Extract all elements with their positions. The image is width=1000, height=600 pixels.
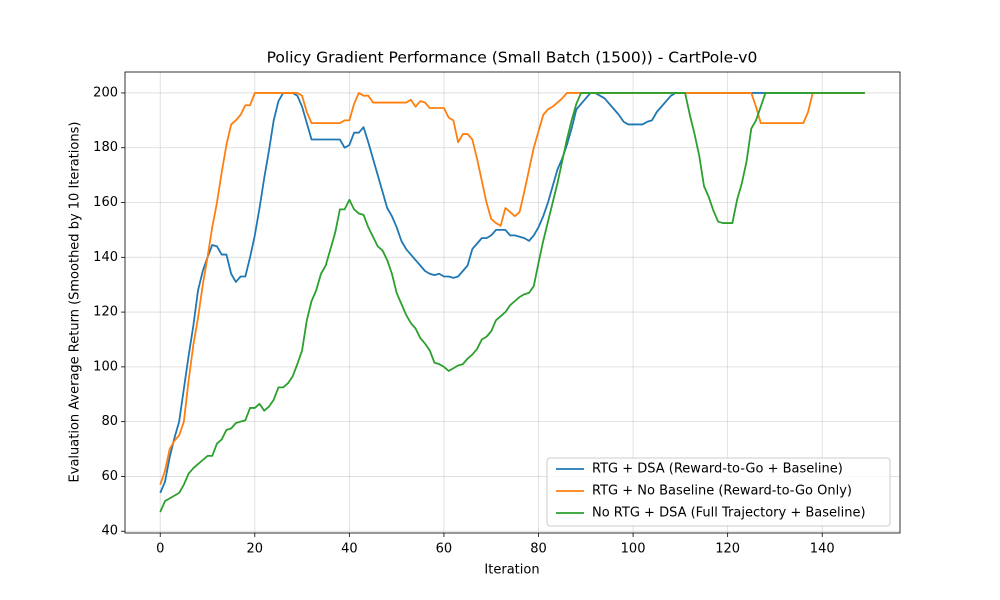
y-tick-label: 140 — [93, 250, 118, 265]
y-tick-label: 100 — [93, 359, 118, 374]
x-tick-label: 60 — [436, 542, 453, 557]
y-tick-label: 40 — [101, 524, 118, 539]
legend-box — [546, 457, 891, 527]
legend-label: No RTG + DSA (Full Trajectory + Baseline… — [592, 506, 866, 521]
plot-area — [159, 92, 865, 513]
y-tick-label: 200 — [93, 85, 118, 100]
series-line — [159, 92, 865, 513]
y-tick-label: 120 — [93, 305, 118, 320]
y-tick-label: 80 — [101, 414, 118, 429]
x-tick-label: 80 — [530, 542, 547, 557]
y-tick-label: 160 — [93, 195, 118, 210]
x-tick-label: 140 — [810, 542, 835, 557]
legend: RTG + DSA (Reward-to-Go + Baseline) RTG +… — [546, 457, 891, 527]
x-tick-label: 100 — [621, 542, 646, 557]
x-tick-label: 0 — [156, 542, 164, 557]
x-tick-label: 20 — [247, 542, 264, 557]
y-axis-label: Evaluation Average Return (Smoothed by 1… — [68, 122, 83, 483]
x-tick-label: 40 — [341, 542, 358, 557]
x-axis-label: Iteration — [484, 563, 539, 578]
grid: 0 20 40 60 80 100 120 140 40 60 80 100 120 140 160 180 2… — [93, 72, 900, 557]
axes-frame — [124, 71, 901, 534]
y-tick-label: 180 — [93, 140, 118, 155]
series-line — [159, 92, 865, 485]
chart-title: Policy Gradient Performance (Small Batch… — [267, 49, 758, 67]
x-tick-label: 120 — [715, 542, 740, 557]
legend-label: RTG + DSA (Reward-to-Go + Baseline) — [592, 462, 843, 477]
y-tick-label: 60 — [101, 469, 118, 484]
legend-label: RTG + No Baseline (Reward-to-Go Only) — [592, 484, 852, 499]
